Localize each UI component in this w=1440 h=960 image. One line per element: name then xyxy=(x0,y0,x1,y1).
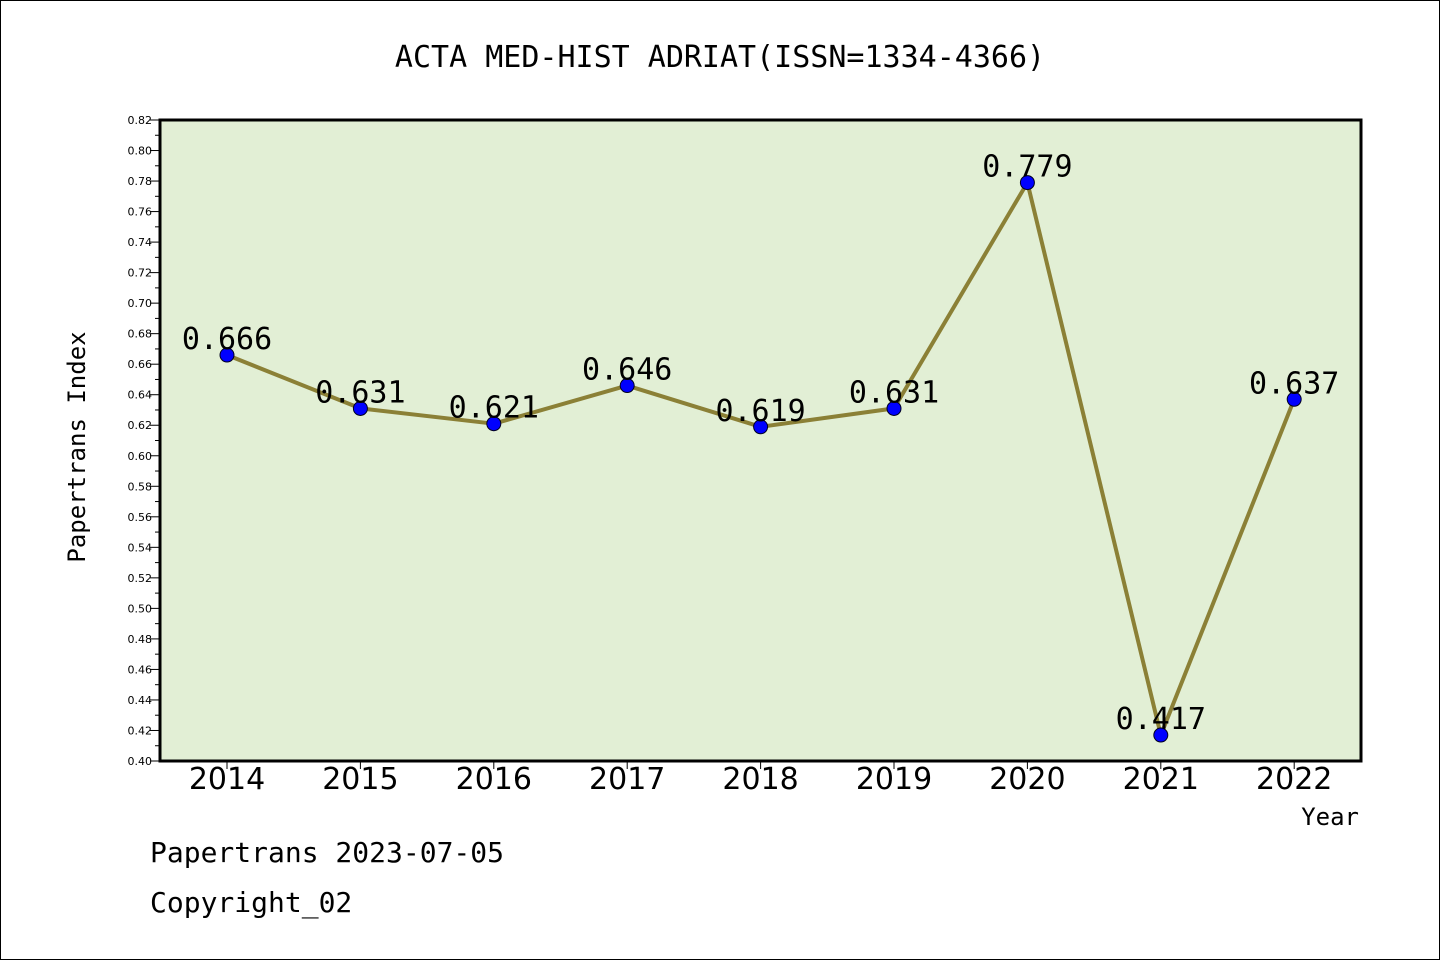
data-point-marker xyxy=(486,416,502,432)
data-label: 0.417 xyxy=(1116,702,1206,737)
x-axis-label: Year xyxy=(1301,803,1359,831)
y-tick-label: 0.78 xyxy=(128,175,153,188)
data-point-marker xyxy=(886,400,902,416)
data-point-marker xyxy=(753,419,769,435)
data-point-marker xyxy=(1153,727,1169,743)
x-tick-label: 2015 xyxy=(322,762,398,797)
y-tick-label: 0.82 xyxy=(128,114,153,127)
footer-date-text: Papertrans 2023-07-05 xyxy=(150,836,505,869)
y-tick-label: 0.56 xyxy=(128,511,153,524)
y-tick-label: 0.74 xyxy=(128,236,153,249)
y-axis-ticks: 0.40 0.42 0.44 0.46 0.48 0.50 0.52 0.54 0.56 0.58… xyxy=(128,114,160,768)
data-point-marker xyxy=(219,347,235,363)
y-tick-label: 0.40 xyxy=(128,755,153,768)
y-tick-label: 0.68 xyxy=(128,328,153,341)
y-tick-label: 0.46 xyxy=(128,663,153,676)
y-tick-label: 0.66 xyxy=(128,358,153,371)
data-label: 0.631 xyxy=(849,375,939,410)
data-point-marker xyxy=(619,378,635,394)
y-tick-label: 0.44 xyxy=(128,694,153,707)
data-point-marker xyxy=(1286,391,1302,407)
x-tick-label: 2018 xyxy=(722,762,798,797)
data-label: 0.619 xyxy=(715,394,805,429)
chart-title: ACTA MED-HIST ADRIAT(ISSN=1334-4366) xyxy=(395,40,1045,75)
data-point-marker xyxy=(1019,175,1035,191)
y-tick-label: 0.50 xyxy=(128,602,153,615)
data-point-marker xyxy=(352,400,368,416)
y-tick-label: 0.54 xyxy=(128,541,153,554)
y-tick-label: 0.70 xyxy=(128,297,153,310)
y-tick-label: 0.64 xyxy=(128,389,153,402)
plot-area xyxy=(158,118,1363,763)
x-tick-label: 2014 xyxy=(189,762,265,797)
x-tick-label: 2016 xyxy=(456,762,532,797)
y-tick-label: 0.60 xyxy=(128,450,153,463)
y-axis-label: Papertrans Index xyxy=(63,331,91,562)
data-label: 0.646 xyxy=(582,353,672,388)
y-tick-label: 0.80 xyxy=(128,145,153,158)
data-label: 0.779 xyxy=(982,150,1072,185)
y-tick-label: 0.48 xyxy=(128,633,153,646)
series-markers xyxy=(219,175,1302,743)
x-axis-ticks: 2014 2015 2016 2017 2018 2019 2020 2021 2022 xyxy=(189,761,1332,797)
y-tick-label: 0.42 xyxy=(128,724,153,737)
data-labels: 0.666 0.631 0.621 0.646 0.619 0.631 0.779 0.417… xyxy=(182,150,1340,737)
footer-copyright-text: Copyright_02 xyxy=(150,886,353,919)
data-label: 0.631 xyxy=(315,375,405,410)
x-tick-label: 2022 xyxy=(1256,762,1332,797)
data-label: 0.637 xyxy=(1249,366,1339,401)
x-tick-label: 2017 xyxy=(589,762,665,797)
data-label: 0.666 xyxy=(182,322,272,357)
y-tick-label: 0.62 xyxy=(128,419,153,432)
y-tick-label: 0.58 xyxy=(128,480,153,493)
x-tick-label: 2019 xyxy=(856,762,932,797)
y-tick-label: 0.72 xyxy=(128,267,153,280)
data-label: 0.621 xyxy=(449,391,539,426)
x-tick-label: 2020 xyxy=(989,762,1065,797)
x-tick-label: 2021 xyxy=(1123,762,1199,797)
y-tick-label: 0.76 xyxy=(128,206,153,219)
y-tick-label: 0.52 xyxy=(128,572,153,585)
